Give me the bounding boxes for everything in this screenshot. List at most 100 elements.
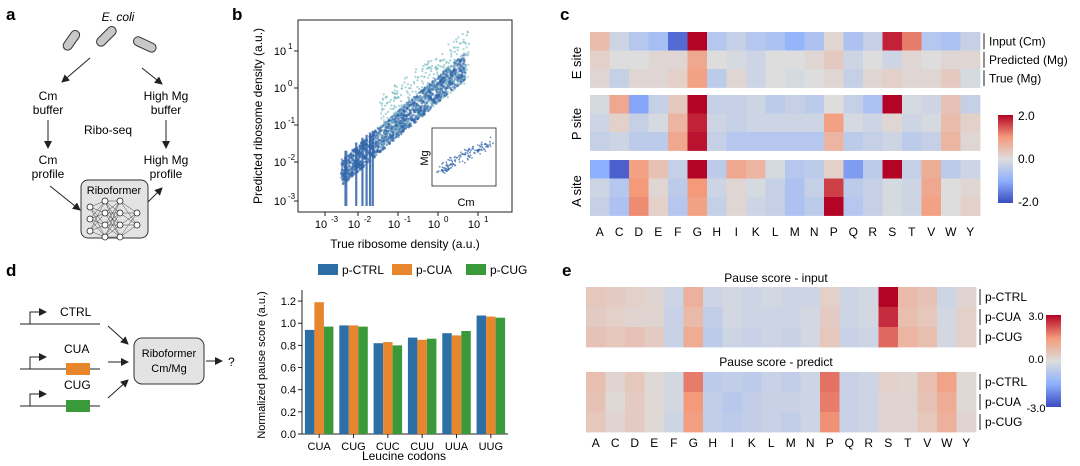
heatmap-cell	[937, 327, 957, 348]
scatter-point-light	[399, 93, 402, 97]
heatmap-cell	[761, 287, 782, 308]
scatter-point	[347, 163, 351, 167]
inset-point	[447, 158, 450, 161]
scatter-point	[402, 109, 406, 113]
scatter-point	[463, 53, 466, 57]
arrow	[107, 379, 129, 399]
heatmap-cell	[605, 372, 626, 393]
row-label: p-CUG	[985, 415, 1022, 429]
heatmap-cell	[878, 392, 899, 413]
scatter-point	[422, 112, 426, 115]
heatmap-cell	[956, 327, 977, 348]
heatmap-cell	[683, 307, 704, 328]
scatter-point-light	[393, 84, 397, 87]
heatmap-cell	[898, 327, 918, 348]
scatter-point-light	[439, 65, 442, 68]
aa-label: W	[941, 436, 953, 450]
scatter-point-light	[457, 59, 460, 63]
heatmap-cell	[687, 69, 708, 88]
scatter-point	[422, 92, 426, 96]
scatter-point-light	[450, 52, 453, 56]
pause-input-title: Pause score - input	[724, 271, 828, 285]
scatter-point-light	[379, 140, 382, 143]
scatter-point-light	[444, 83, 447, 86]
cm-buffer-label: buffer	[33, 103, 63, 117]
inset-point	[464, 151, 467, 154]
scatter-point-light	[455, 38, 458, 41]
bar	[442, 333, 452, 434]
scatter-point	[358, 144, 362, 148]
inset-point	[486, 145, 489, 148]
scatter-point	[391, 134, 395, 138]
cm-profile-label: Cm	[39, 153, 58, 167]
heatmap-cell	[902, 50, 922, 70]
scatter-point-light	[393, 104, 396, 107]
heatmap-cell	[629, 50, 649, 70]
aa-label: V	[927, 225, 935, 239]
heatmap-cell	[804, 69, 825, 88]
scatter-point-light	[443, 69, 446, 72]
scatter-point-light	[449, 68, 452, 71]
y-tick-label: 10	[274, 157, 286, 169]
row-label: p-CUA	[985, 395, 1021, 409]
heatmap-cell	[941, 32, 961, 51]
aa-label: E	[650, 436, 658, 450]
riboseq-label: Ribo-seq	[84, 123, 132, 137]
row-label: Predicted (Mg)	[989, 53, 1068, 67]
inset-point	[467, 150, 470, 153]
scatter-point-light	[384, 104, 387, 107]
scatter-point-light	[404, 125, 407, 128]
scatter-point	[437, 75, 441, 78]
scatter-point-light	[446, 96, 449, 99]
inset-ylabel: Mg	[419, 150, 431, 165]
heatmap-cell	[902, 95, 922, 114]
aa-label: Q	[849, 225, 858, 239]
scatter-point-light	[430, 89, 433, 92]
scatter-point	[375, 150, 379, 154]
heatmap-cell	[960, 160, 981, 179]
scatter-point-light	[381, 102, 384, 105]
aa-label: Q	[845, 436, 854, 450]
scatter-point	[400, 125, 404, 129]
scatter-point	[347, 178, 350, 181]
scatter-point-light	[457, 46, 460, 49]
heatmap-cell	[898, 307, 918, 328]
inset-point	[454, 159, 457, 161]
x-tick-label: CUC	[376, 441, 400, 453]
scatter-point	[432, 98, 435, 101]
heatmap-cell	[746, 69, 766, 88]
colorbar-e-mid: 0.0	[1028, 354, 1043, 366]
heatmap-cell	[765, 197, 786, 216]
arrow	[141, 67, 163, 85]
heatmap-cell	[746, 95, 766, 114]
scatter-point	[399, 130, 403, 134]
panel-d-diagram: CTRL CUA CUG Riboformer Cm/Mg ?	[20, 305, 235, 412]
scatter-point-light	[420, 75, 423, 78]
scatter-point-light	[399, 123, 402, 127]
x-tick-label: 10	[468, 219, 480, 231]
heatmap-cell	[859, 412, 879, 433]
scatter-point-light	[427, 87, 430, 90]
inset-point	[441, 166, 444, 169]
scatter-point-light	[391, 120, 394, 123]
aa-label: I	[731, 436, 734, 450]
scatter-point-light	[453, 58, 456, 61]
heatmap-cell	[629, 132, 649, 151]
scatter-point	[459, 74, 463, 77]
scatter-point-light	[467, 63, 470, 66]
inset-point	[446, 163, 448, 165]
scatter-point-light	[432, 76, 435, 79]
scatter-point	[422, 109, 426, 112]
aa-label: Y	[962, 436, 970, 450]
scatter-point-light	[452, 74, 455, 77]
row-label: True (Mg)	[989, 71, 1041, 85]
scatter-point	[441, 76, 445, 80]
riboformer-cm-mg-box	[133, 337, 205, 385]
legend-label: p-CUA	[416, 263, 452, 277]
aa-label: N	[806, 436, 815, 450]
heatmap-cell	[707, 32, 727, 51]
scatter-point-light	[441, 53, 444, 56]
scatter-point	[435, 96, 438, 99]
scatter-point-light	[443, 64, 446, 67]
heatmap-cell	[882, 69, 903, 88]
